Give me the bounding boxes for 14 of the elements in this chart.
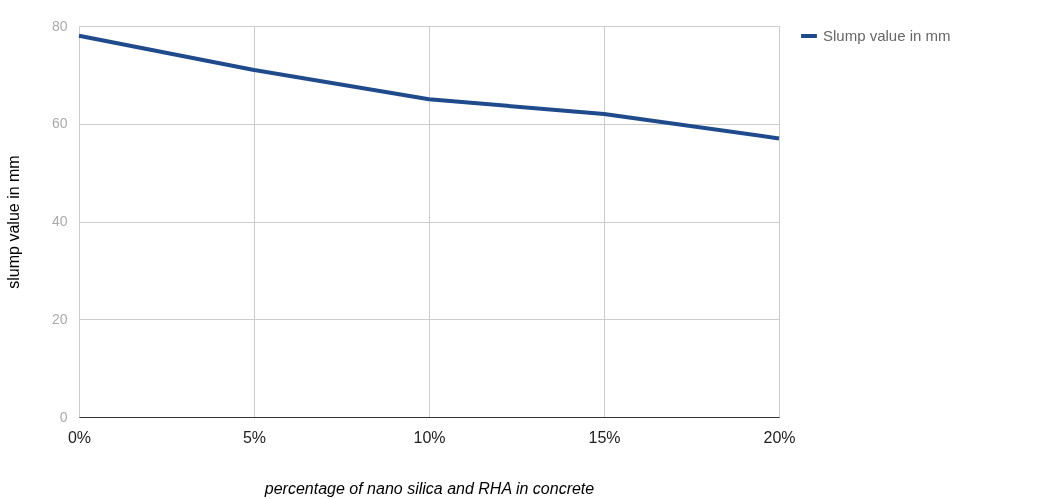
x-axis-title: percentage of nano silica and RHA in concrete xyxy=(263,479,595,497)
x-tick-label: 10% xyxy=(413,428,446,446)
y-axis-title: slump value in mm xyxy=(4,155,22,289)
legend-label: Slump value in mm xyxy=(823,27,951,44)
y-tick-label: 60 xyxy=(51,115,68,132)
y-tick-label: 40 xyxy=(51,213,68,229)
y-tick-label: 0 xyxy=(59,408,68,425)
y-tick-label: 80 xyxy=(51,17,68,34)
x-tick-label: 0% xyxy=(67,428,92,446)
y-tick-label: 20 xyxy=(51,310,68,327)
x-tick-label: 5% xyxy=(242,428,267,446)
line-series xyxy=(77,33,781,141)
x-tick-label: 15% xyxy=(588,428,621,446)
x-tick-label: 20% xyxy=(763,428,796,446)
